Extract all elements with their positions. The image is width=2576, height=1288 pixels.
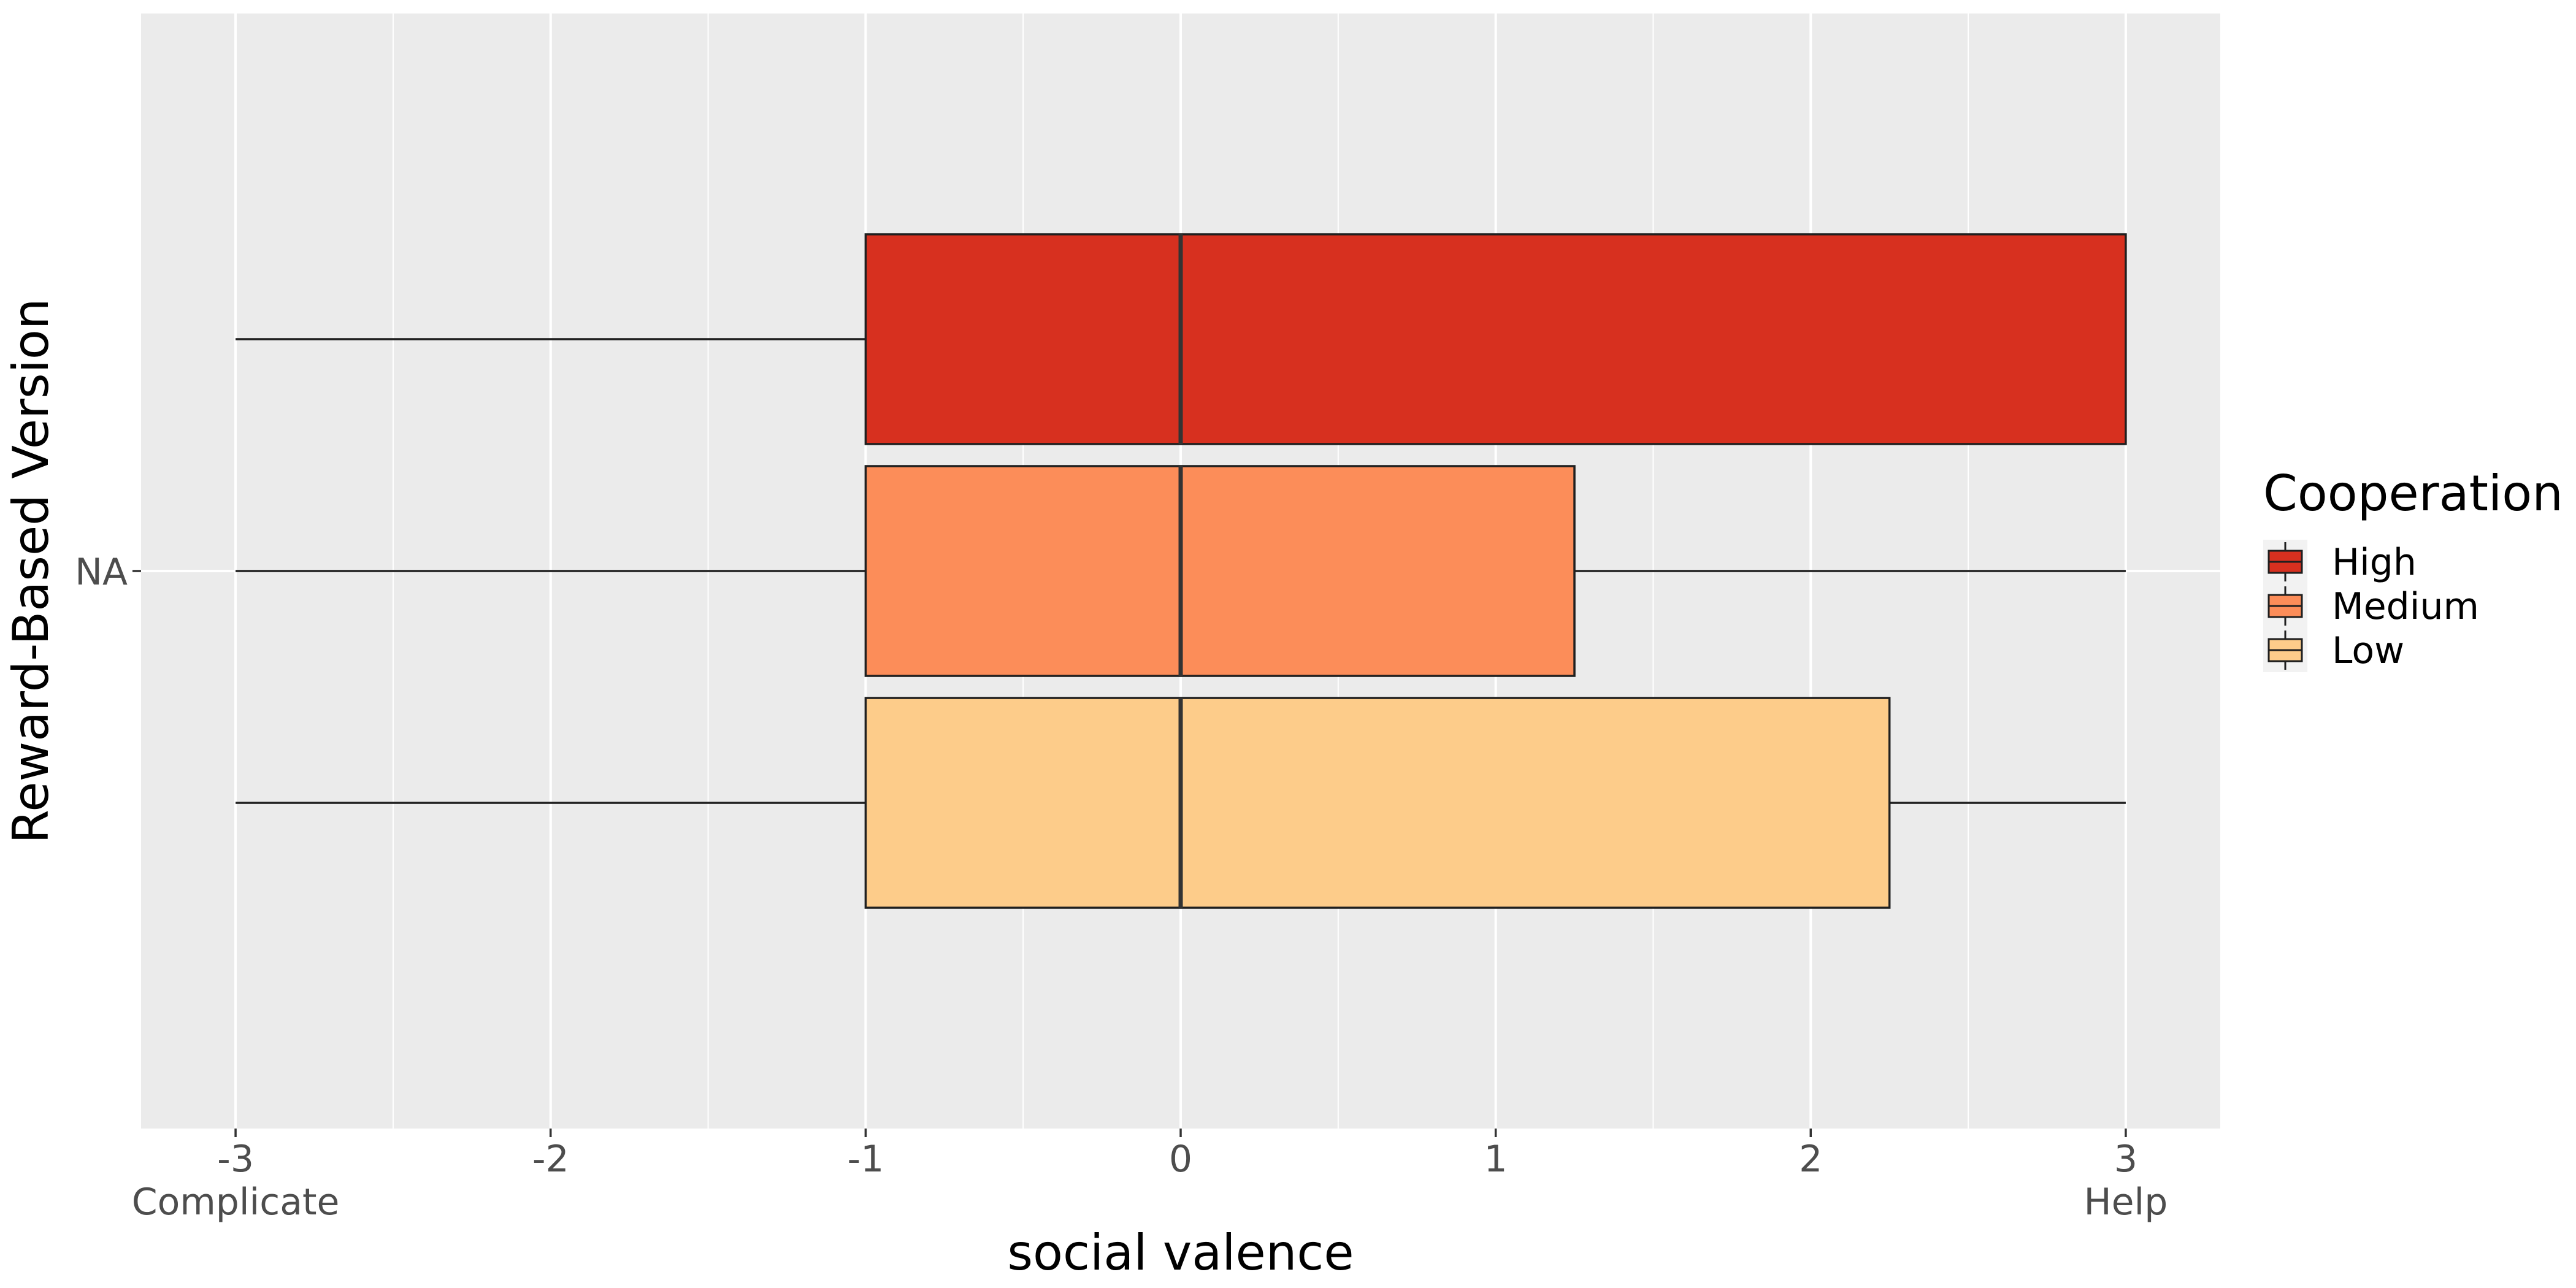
x-tick-label: 1 bbox=[1484, 1138, 1508, 1181]
legend-title: Cooperation bbox=[2263, 465, 2563, 522]
boxplot-low bbox=[236, 697, 2126, 909]
legend-label: Medium bbox=[2332, 585, 2479, 628]
boxplot-high bbox=[236, 233, 2127, 445]
box-medium bbox=[864, 465, 1576, 677]
x-tick-sublabel: Help bbox=[2084, 1181, 2168, 1224]
y-tick-label: NA bbox=[75, 551, 128, 594]
box-high bbox=[864, 233, 2127, 445]
x-tick-label: 2 bbox=[1799, 1138, 1822, 1181]
x-tick-label: 0 bbox=[1169, 1138, 1192, 1181]
y-axis-title: Reward-Based Version bbox=[2, 298, 59, 843]
x-tick-label: -1 bbox=[847, 1138, 884, 1181]
y-axis: NA bbox=[75, 551, 141, 594]
legend-label: High bbox=[2332, 541, 2417, 584]
legend-label: Low bbox=[2332, 629, 2404, 672]
x-tick-sublabel: Complicate bbox=[132, 1181, 340, 1224]
legend-item-high: High bbox=[2267, 541, 2417, 584]
x-axis-title: social valence bbox=[1007, 1224, 1354, 1281]
x-tick-label: 3 bbox=[2114, 1138, 2137, 1181]
box-low bbox=[864, 697, 1891, 909]
legend-item-low: Low bbox=[2267, 629, 2404, 672]
x-tick-label: -2 bbox=[532, 1138, 569, 1181]
legend-item-medium: Medium bbox=[2267, 585, 2479, 628]
boxplot-medium bbox=[236, 465, 2126, 677]
boxplots bbox=[236, 233, 2127, 909]
x-tick-label: -3 bbox=[217, 1138, 254, 1181]
x-axis: -3 -2 -1 0 1 2 3 Complicate Help bbox=[132, 1129, 2168, 1224]
